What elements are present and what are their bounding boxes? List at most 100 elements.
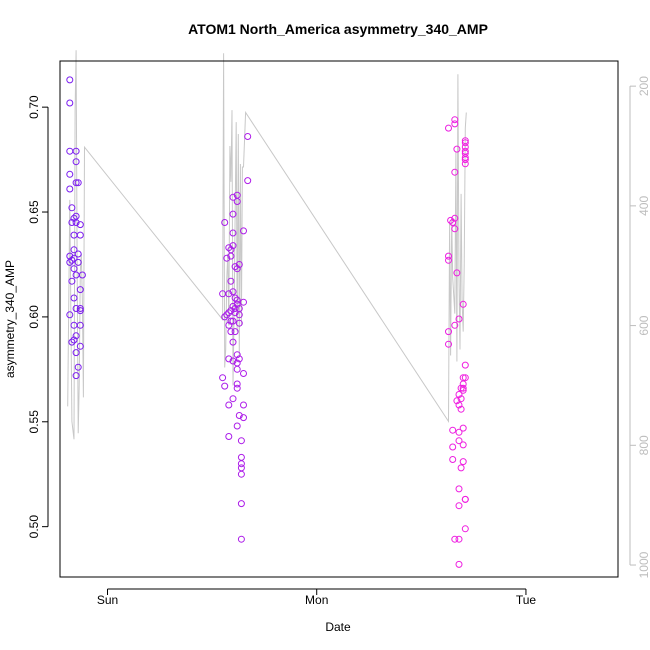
plot-frame xyxy=(59,60,619,578)
data-point xyxy=(219,374,227,382)
data-point xyxy=(461,495,469,503)
data-point xyxy=(461,160,469,168)
data-point xyxy=(223,311,231,319)
data-point xyxy=(74,250,82,258)
data-point xyxy=(229,338,237,346)
data-point xyxy=(459,424,467,432)
data-point xyxy=(449,219,457,226)
data-point xyxy=(449,426,457,434)
data-point xyxy=(76,342,84,350)
y2-tick-label: 400 xyxy=(637,196,650,216)
data-point xyxy=(70,231,78,239)
data-point xyxy=(74,363,82,371)
data-point xyxy=(229,317,237,325)
y2-tick-label: 1000 xyxy=(637,551,650,578)
data-point xyxy=(68,219,76,226)
data-point xyxy=(225,321,233,329)
data-point xyxy=(445,124,452,132)
data-point xyxy=(233,300,241,308)
y2-tick-label: 200 xyxy=(637,76,650,96)
data-point xyxy=(74,179,82,187)
data-point xyxy=(240,298,247,306)
data-point xyxy=(72,179,80,187)
data-point xyxy=(76,307,84,315)
y-tick-label: 0.65 xyxy=(27,200,41,224)
data-point xyxy=(70,254,78,262)
data-point xyxy=(66,311,74,319)
data-point xyxy=(455,391,463,398)
data-point xyxy=(455,502,463,510)
data-point xyxy=(227,252,235,260)
data-point xyxy=(240,227,247,235)
data-point xyxy=(445,252,452,260)
data-point xyxy=(72,372,80,380)
data-point xyxy=(221,219,229,226)
data-point xyxy=(237,500,245,508)
data-point xyxy=(237,464,245,472)
data-point xyxy=(451,116,459,124)
data-point xyxy=(66,99,74,107)
data-point xyxy=(237,460,245,468)
data-point xyxy=(451,214,459,222)
data-point xyxy=(461,156,469,164)
data-point xyxy=(235,311,243,319)
data-point xyxy=(225,433,233,440)
data-point xyxy=(70,214,78,222)
data-point xyxy=(229,288,237,296)
data-point xyxy=(240,370,247,377)
data-point xyxy=(72,219,80,226)
data-point xyxy=(229,242,237,250)
data-point xyxy=(240,401,247,409)
data-point xyxy=(68,204,76,212)
data-point xyxy=(227,307,235,315)
data-point xyxy=(229,193,237,201)
data-point xyxy=(70,246,78,254)
data-point xyxy=(66,147,74,155)
data-point xyxy=(447,216,455,224)
data-point xyxy=(233,198,241,205)
data-point xyxy=(240,414,247,422)
data-point xyxy=(235,261,243,268)
data-point xyxy=(72,332,80,340)
data-point xyxy=(229,357,237,365)
data-point xyxy=(451,535,459,543)
data-point xyxy=(76,286,84,294)
data-point xyxy=(459,384,467,392)
data-point xyxy=(237,470,245,478)
data-point xyxy=(235,355,243,363)
grey-trace-layer xyxy=(67,50,467,440)
data-point xyxy=(235,319,243,327)
data-point xyxy=(70,265,78,273)
data-point xyxy=(451,321,459,329)
data-point xyxy=(229,302,237,310)
data-point xyxy=(449,443,457,451)
data-point xyxy=(66,258,74,266)
data-point xyxy=(74,258,82,266)
data-point xyxy=(225,355,233,363)
data-point xyxy=(221,313,229,321)
data-point xyxy=(227,317,235,325)
data-point xyxy=(457,464,465,472)
data-point xyxy=(461,139,469,147)
y2-tick-label: 600 xyxy=(637,315,650,335)
data-point xyxy=(451,120,459,128)
data-point xyxy=(221,382,229,390)
data-point xyxy=(455,485,463,493)
data-point xyxy=(66,76,74,84)
data-point xyxy=(449,456,457,463)
data-point xyxy=(223,254,231,262)
data-point xyxy=(455,437,463,445)
data-point xyxy=(455,535,463,543)
data-point xyxy=(235,412,243,419)
data-point xyxy=(233,296,241,304)
data-point xyxy=(76,221,84,229)
data-point xyxy=(461,525,469,533)
data-point xyxy=(459,300,467,308)
data-point xyxy=(451,225,459,233)
data-point xyxy=(451,168,459,176)
data-point xyxy=(459,441,467,449)
y-axis-label: asymmetry_340_AMP xyxy=(3,260,17,378)
data-point xyxy=(231,294,239,302)
y-tick-label: 0.50 xyxy=(27,515,41,539)
